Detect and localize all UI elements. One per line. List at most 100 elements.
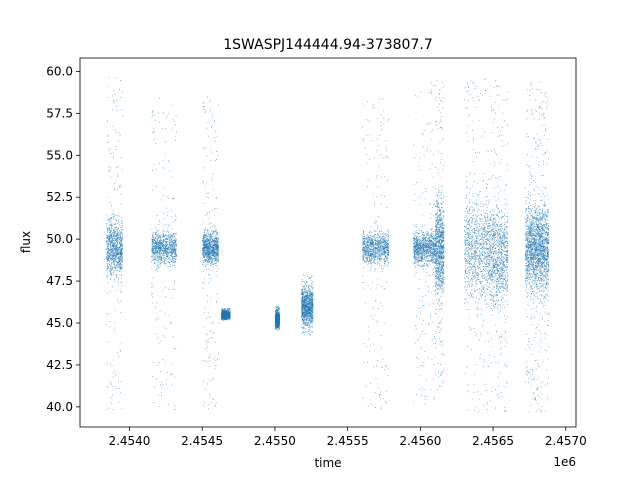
data-point bbox=[174, 249, 175, 250]
data-point bbox=[174, 255, 176, 257]
data-point bbox=[122, 228, 123, 230]
data-point bbox=[168, 246, 169, 248]
data-point bbox=[214, 265, 216, 266]
data-point bbox=[152, 252, 154, 254]
data-point bbox=[121, 257, 123, 259]
data-point bbox=[174, 281, 175, 282]
data-point bbox=[160, 246, 162, 248]
data-point bbox=[108, 268, 110, 269]
data-point bbox=[229, 312, 231, 314]
data-point bbox=[151, 248, 153, 249]
data-point bbox=[203, 244, 205, 246]
data-point bbox=[121, 267, 122, 269]
data-point bbox=[214, 405, 216, 407]
data-point bbox=[214, 242, 215, 243]
data-point bbox=[203, 240, 205, 242]
data-point bbox=[154, 248, 156, 249]
data-point bbox=[203, 244, 205, 246]
data-point bbox=[115, 235, 116, 236]
data-point bbox=[210, 238, 212, 239]
data-point bbox=[118, 237, 120, 239]
data-point bbox=[116, 233, 118, 235]
data-point bbox=[116, 244, 118, 246]
data-point bbox=[227, 310, 229, 312]
data-point bbox=[116, 248, 117, 250]
data-point bbox=[169, 262, 171, 263]
data-point bbox=[202, 248, 204, 250]
data-point bbox=[106, 240, 107, 242]
data-point bbox=[212, 239, 213, 241]
data-point bbox=[208, 245, 210, 247]
data-point bbox=[215, 275, 217, 277]
data-point bbox=[115, 257, 117, 259]
data-point bbox=[111, 237, 113, 238]
data-point bbox=[170, 247, 171, 249]
data-point bbox=[162, 290, 164, 292]
data-point bbox=[110, 247, 111, 249]
data-point bbox=[163, 247, 165, 249]
data-point bbox=[174, 261, 175, 263]
data-point bbox=[168, 237, 170, 239]
data-point bbox=[106, 248, 108, 249]
data-point bbox=[156, 245, 158, 247]
data-point bbox=[172, 258, 173, 259]
data-point bbox=[171, 239, 173, 240]
data-point bbox=[108, 249, 110, 251]
data-point bbox=[152, 242, 154, 244]
data-point bbox=[165, 259, 167, 261]
data-point bbox=[172, 252, 174, 254]
data-point bbox=[169, 257, 170, 258]
data-point bbox=[224, 316, 226, 318]
data-point bbox=[170, 244, 172, 246]
data-point bbox=[203, 255, 205, 257]
data-point bbox=[108, 250, 110, 252]
data-point bbox=[174, 265, 175, 267]
data-point bbox=[211, 255, 213, 256]
data-point bbox=[209, 250, 210, 251]
data-point bbox=[209, 244, 210, 245]
data-point bbox=[113, 267, 115, 269]
data-point bbox=[208, 247, 210, 249]
data-point bbox=[117, 247, 118, 248]
data-point bbox=[167, 211, 169, 213]
data-point bbox=[115, 238, 117, 239]
data-point bbox=[162, 261, 164, 263]
data-point bbox=[119, 239, 121, 240]
data-point bbox=[157, 265, 159, 266]
data-point bbox=[209, 257, 211, 259]
data-point bbox=[168, 252, 170, 254]
data-point bbox=[121, 291, 122, 292]
data-point bbox=[119, 392, 121, 394]
data-point bbox=[208, 357, 210, 358]
data-point bbox=[209, 366, 211, 367]
data-point bbox=[217, 252, 219, 254]
data-point bbox=[218, 322, 219, 324]
data-point bbox=[155, 270, 157, 271]
data-point bbox=[151, 294, 153, 296]
data-point bbox=[164, 361, 166, 362]
data-point bbox=[175, 251, 177, 252]
data-point bbox=[114, 248, 116, 249]
data-point bbox=[163, 235, 165, 236]
data-point bbox=[167, 404, 169, 406]
data-point bbox=[116, 266, 118, 268]
data-point bbox=[121, 267, 123, 269]
data-point bbox=[161, 252, 163, 254]
data-point bbox=[213, 250, 214, 251]
data-point bbox=[206, 249, 208, 251]
data-point bbox=[170, 238, 172, 240]
data-point bbox=[152, 296, 153, 298]
data-point bbox=[163, 224, 165, 226]
data-point bbox=[204, 253, 206, 255]
data-point bbox=[106, 223, 108, 224]
data-point bbox=[156, 252, 157, 254]
data-point bbox=[162, 335, 164, 337]
data-point bbox=[162, 244, 164, 246]
data-point bbox=[120, 236, 121, 238]
data-point bbox=[158, 236, 160, 237]
data-point bbox=[164, 250, 166, 252]
data-point bbox=[160, 240, 161, 242]
data-point bbox=[209, 396, 211, 398]
data-point bbox=[208, 241, 210, 243]
data-point bbox=[209, 252, 210, 254]
